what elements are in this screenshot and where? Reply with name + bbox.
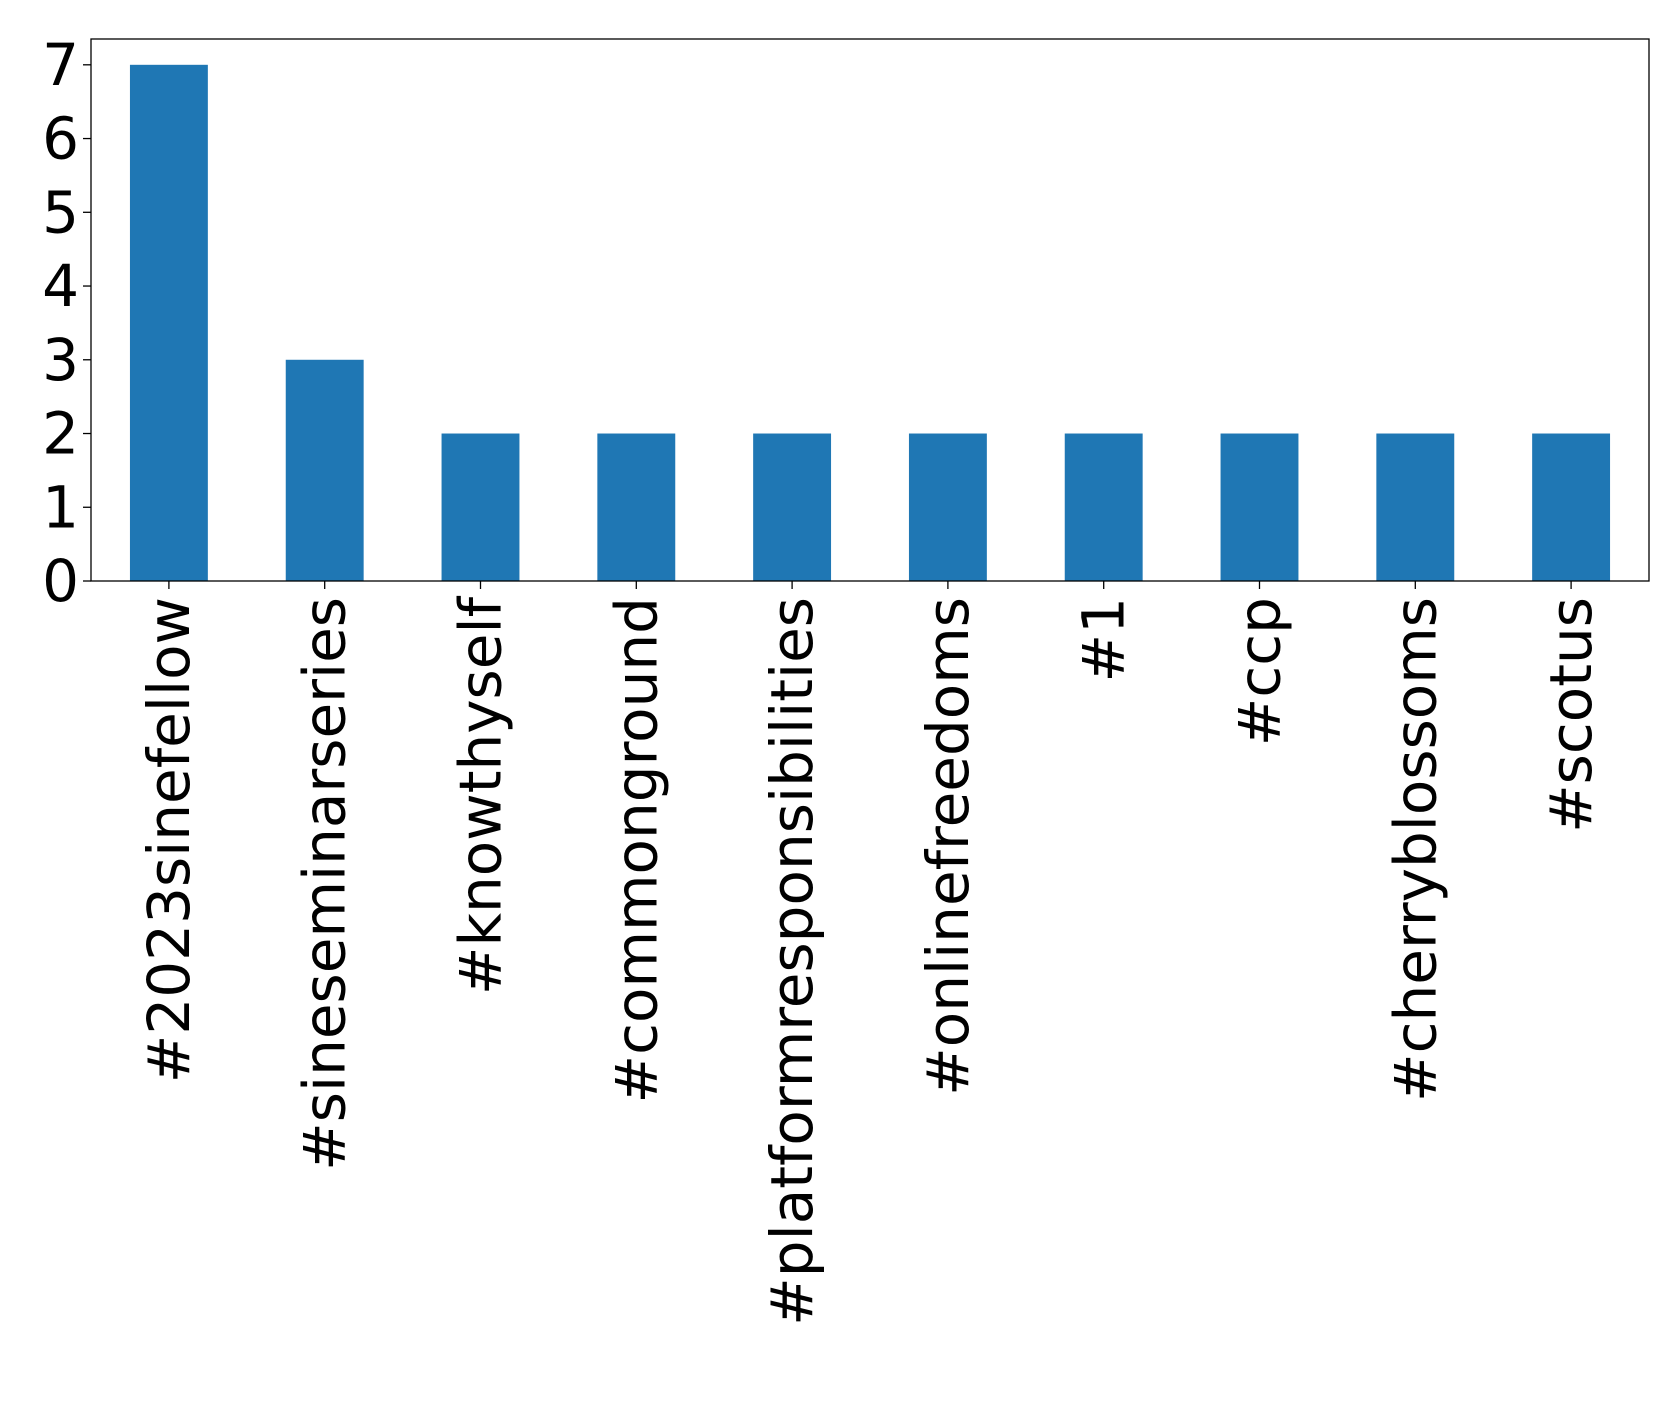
bar-5 bbox=[908, 433, 987, 581]
x-tick-label: #platformresponsibilities bbox=[758, 597, 826, 1326]
y-tick-label: 6 bbox=[42, 105, 79, 173]
y-tick-label: 3 bbox=[42, 326, 79, 394]
x-tick-label: #commonground bbox=[602, 597, 670, 1103]
x-tick-label: #1 bbox=[1070, 597, 1138, 683]
y-tick-label: 5 bbox=[42, 178, 79, 246]
plot-frame bbox=[90, 38, 1650, 582]
x-tick-label: #scotus bbox=[1537, 597, 1605, 833]
bar-0 bbox=[129, 64, 208, 582]
bar-2 bbox=[441, 433, 520, 581]
x-tick-label: #onlinefreedoms bbox=[914, 597, 982, 1096]
x-tick-label: #knowthyself bbox=[447, 595, 515, 995]
x-tick-label: #2023sinefellow bbox=[135, 597, 203, 1083]
bar-9 bbox=[1532, 433, 1611, 581]
bar-3 bbox=[597, 433, 676, 581]
y-tick-label: 2 bbox=[42, 400, 79, 468]
x-axis: #2023sinefellow #sineseminarseries #knowth… bbox=[135, 581, 1605, 1326]
x-tick-label: #ccp bbox=[1226, 597, 1294, 746]
bar-1 bbox=[285, 359, 364, 581]
x-tick-label: #cherryblossoms bbox=[1381, 597, 1449, 1102]
bar-7 bbox=[1220, 433, 1299, 581]
bar-6 bbox=[1064, 433, 1143, 581]
bar-8 bbox=[1376, 433, 1455, 581]
x-tick-label: #sineseminarseries bbox=[291, 597, 359, 1171]
y-tick-label: 7 bbox=[42, 31, 79, 99]
y-tick-label: 0 bbox=[42, 547, 79, 615]
bar-4 bbox=[753, 433, 832, 581]
y-tick-label: 4 bbox=[42, 252, 79, 320]
y-tick-label: 1 bbox=[42, 473, 79, 541]
bars-group bbox=[129, 64, 1611, 582]
